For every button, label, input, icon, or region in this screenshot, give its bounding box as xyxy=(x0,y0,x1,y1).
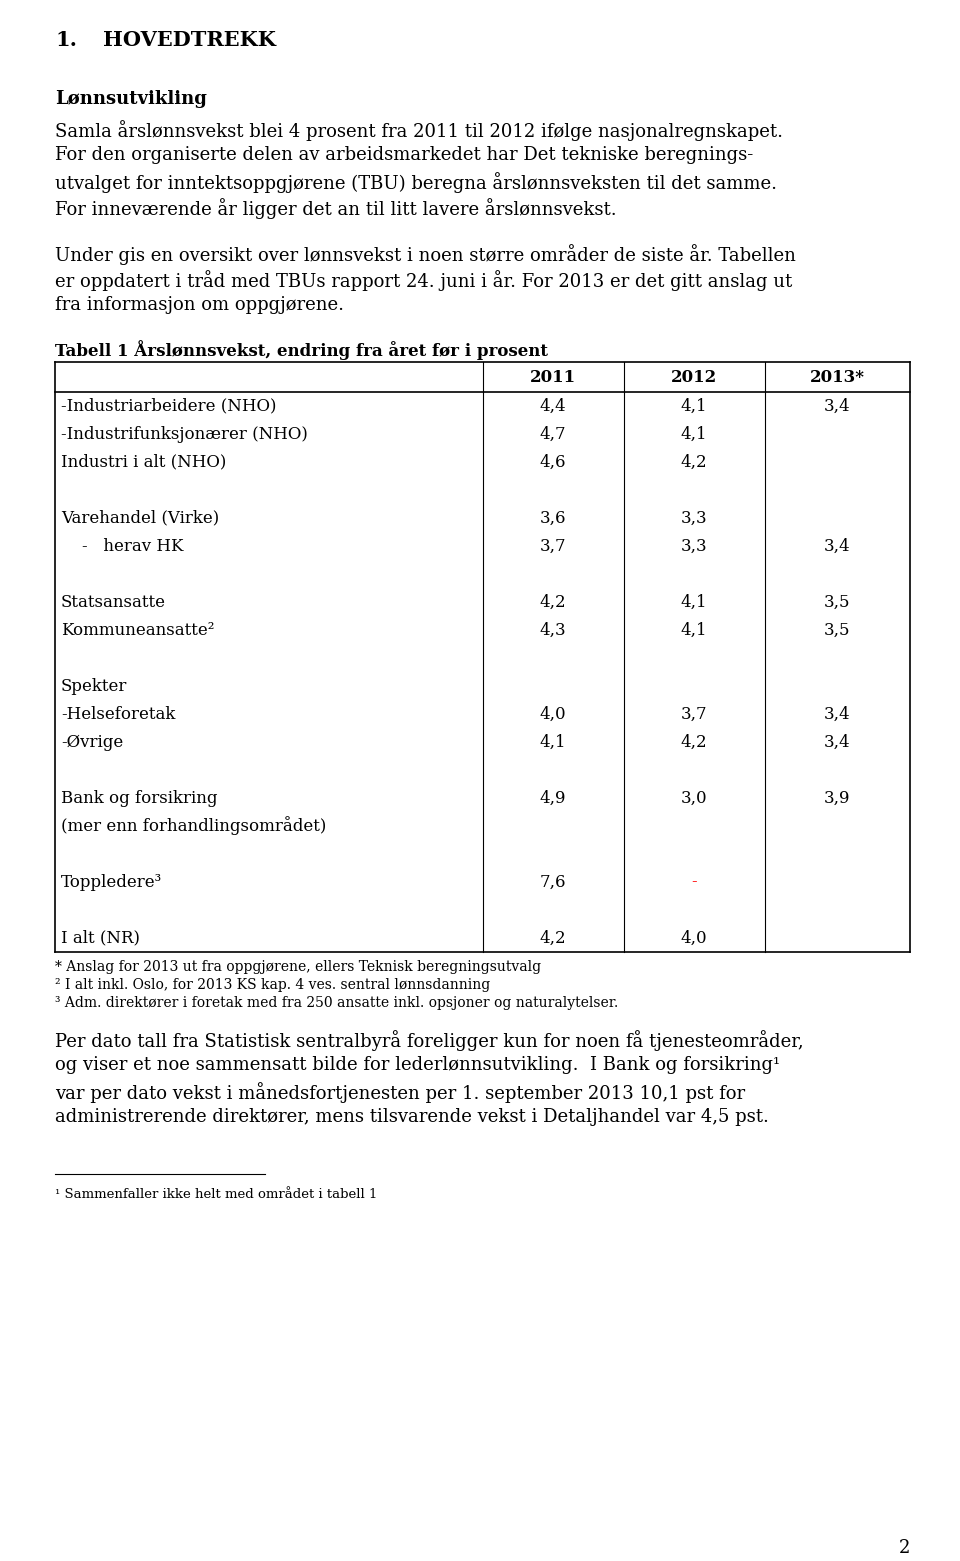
Text: Samla årslønnsvekst blei 4 prosent fra 2011 til 2012 ifølge nasjonalregnskapet.: Samla årslønnsvekst blei 4 prosent fra 2… xyxy=(55,120,783,140)
Text: administrerende direktører, mens tilsvarende vekst i Detaljhandel var 4,5 pst.: administrerende direktører, mens tilsvar… xyxy=(55,1108,769,1125)
Text: 3,4: 3,4 xyxy=(824,537,851,554)
Text: 3,7: 3,7 xyxy=(540,537,566,554)
Text: Under gis en oversikt over lønnsvekst i noen større områder de siste år. Tabelle: Under gis en oversikt over lønnsvekst i … xyxy=(55,244,796,265)
Text: Toppledere³: Toppledere³ xyxy=(61,874,162,890)
Text: 4,2: 4,2 xyxy=(540,593,566,610)
Text: og viser et noe sammensatt bilde for lederlønnsutvikling.  I Bank og forsikring¹: og viser et noe sammensatt bilde for led… xyxy=(55,1055,780,1074)
Text: 2013*: 2013* xyxy=(810,368,865,386)
Text: -Øvrige: -Øvrige xyxy=(61,734,123,751)
Text: 1.: 1. xyxy=(55,30,77,50)
Text: 2011: 2011 xyxy=(530,368,576,386)
Text: er oppdatert i tråd med TBUs rapport 24. juni i år. For 2013 er det gitt anslag : er oppdatert i tråd med TBUs rapport 24.… xyxy=(55,270,792,290)
Text: I alt (NR): I alt (NR) xyxy=(61,929,140,946)
Text: 4,3: 4,3 xyxy=(540,621,566,638)
Text: Statsansatte: Statsansatte xyxy=(61,593,166,610)
Text: 3,0: 3,0 xyxy=(681,790,708,807)
Text: 4,2: 4,2 xyxy=(681,454,708,470)
Text: 3,3: 3,3 xyxy=(681,537,708,554)
Text: 4,1: 4,1 xyxy=(681,398,708,415)
Text: fra informasjon om oppgjørene.: fra informasjon om oppgjørene. xyxy=(55,297,344,314)
Text: 3,4: 3,4 xyxy=(824,706,851,723)
Text: Tabell 1 Årslønnsvekst, endring fra året før i prosent: Tabell 1 Årslønnsvekst, endring fra året… xyxy=(55,340,548,361)
Text: 4,9: 4,9 xyxy=(540,790,566,807)
Text: 4,7: 4,7 xyxy=(540,426,566,442)
Text: (mer enn forhandlingsområdet): (mer enn forhandlingsområdet) xyxy=(61,816,326,835)
Text: 3,6: 3,6 xyxy=(540,509,566,526)
Text: 4,6: 4,6 xyxy=(540,454,566,470)
Text: 3,4: 3,4 xyxy=(824,734,851,751)
Text: * Anslag for 2013 ut fra oppgjørene, ellers Teknisk beregningsutvalg: * Anslag for 2013 ut fra oppgjørene, ell… xyxy=(55,960,541,974)
Text: -Industriarbeidere (NHO): -Industriarbeidere (NHO) xyxy=(61,398,276,415)
Text: ¹ Sammenfaller ikke helt med området i tabell 1: ¹ Sammenfaller ikke helt med området i t… xyxy=(55,1188,377,1200)
Text: 7,6: 7,6 xyxy=(540,874,566,890)
Text: Kommuneansatte²: Kommuneansatte² xyxy=(61,621,214,638)
Text: 4,0: 4,0 xyxy=(681,929,708,946)
Text: For den organiserte delen av arbeidsmarkedet har Det tekniske beregnings-: For den organiserte delen av arbeidsmark… xyxy=(55,147,754,164)
Text: 4,1: 4,1 xyxy=(681,621,708,638)
Text: 3,4: 3,4 xyxy=(824,398,851,415)
Text: Bank og forsikring: Bank og forsikring xyxy=(61,790,218,807)
Text: 4,2: 4,2 xyxy=(540,929,566,946)
Text: utvalget for inntektsoppgjørene (TBU) beregna årslønnsveksten til det samme.: utvalget for inntektsoppgjørene (TBU) be… xyxy=(55,172,777,194)
Text: Per dato tall fra Statistisk sentralbyrå foreligger kun for noen få tjenesteområ: Per dato tall fra Statistisk sentralbyrå… xyxy=(55,1030,804,1051)
Text: 3,7: 3,7 xyxy=(681,706,708,723)
Text: 3,3: 3,3 xyxy=(681,509,708,526)
Text: 3,5: 3,5 xyxy=(824,621,851,638)
Text: Lønnsutvikling: Lønnsutvikling xyxy=(55,91,206,108)
Text: -Industrifunksjonærer (NHO): -Industrifunksjonærer (NHO) xyxy=(61,426,308,442)
Text: For inneværende år ligger det an til litt lavere årslønnsvekst.: For inneværende år ligger det an til lit… xyxy=(55,198,616,219)
Text: ² I alt inkl. Oslo, for 2013 KS kap. 4 ves. sentral lønnsdanning: ² I alt inkl. Oslo, for 2013 KS kap. 4 v… xyxy=(55,979,491,991)
Text: 2012: 2012 xyxy=(671,368,717,386)
Text: 4,4: 4,4 xyxy=(540,398,566,415)
Text: 4,0: 4,0 xyxy=(540,706,566,723)
Text: 4,1: 4,1 xyxy=(681,593,708,610)
Text: -: - xyxy=(691,874,697,890)
Text: Industri i alt (NHO): Industri i alt (NHO) xyxy=(61,454,227,470)
Text: HOVEDTREKK: HOVEDTREKK xyxy=(103,30,276,50)
Text: 3,5: 3,5 xyxy=(824,593,851,610)
Text: 4,2: 4,2 xyxy=(681,734,708,751)
Text: ³ Adm. direktører i foretak med fra 250 ansatte inkl. opsjoner og naturalytelser: ³ Adm. direktører i foretak med fra 250 … xyxy=(55,996,618,1010)
Text: Spekter: Spekter xyxy=(61,677,128,695)
Text: 4,1: 4,1 xyxy=(681,426,708,442)
Text: Varehandel (Virke): Varehandel (Virke) xyxy=(61,509,219,526)
Text: var per dato vekst i månedsfortjenesten per 1. september 2013 10,1 pst for: var per dato vekst i månedsfortjenesten … xyxy=(55,1082,745,1104)
Text: -   herav HK: - herav HK xyxy=(61,537,183,554)
Text: 3,9: 3,9 xyxy=(824,790,851,807)
Text: 4,1: 4,1 xyxy=(540,734,566,751)
Text: -Helseforetak: -Helseforetak xyxy=(61,706,176,723)
Text: 2: 2 xyxy=(899,1539,910,1556)
